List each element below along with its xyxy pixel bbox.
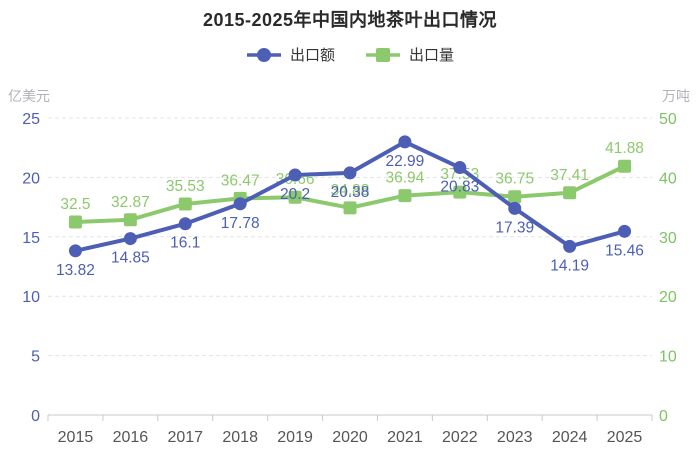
x-axis-label: 2018 <box>222 429 258 446</box>
legend-line-circle-icon <box>246 47 281 62</box>
chart-title: 2015-2025年中国内地茶叶出口情况 <box>202 10 498 30</box>
export-value-point[interactable] <box>123 232 137 246</box>
export-value-point[interactable] <box>68 244 82 258</box>
y-axis-left-tick: 0 <box>31 408 40 425</box>
legend-item-export-value[interactable]: 出口额 <box>246 44 335 65</box>
export-volume-point[interactable] <box>288 190 302 204</box>
export-value-point[interactable] <box>343 166 357 180</box>
export-volume-point[interactable] <box>178 197 192 211</box>
y-axis-right-tick: 20 <box>659 289 677 306</box>
export-volume-point[interactable] <box>398 189 412 203</box>
y-axis-left-tick: 5 <box>31 349 40 366</box>
data-label: 14.19 <box>550 257 589 274</box>
export-volume-point[interactable] <box>618 159 632 173</box>
export-value-point[interactable] <box>508 201 522 215</box>
x-axis-label: 2021 <box>387 429 423 446</box>
legend-label-export-value: 出口额 <box>289 47 335 64</box>
legend-line-square-icon <box>366 47 400 62</box>
data-label: 20.2 <box>280 186 310 203</box>
x-axis-label: 2023 <box>497 429 533 446</box>
data-label: 32.5 <box>60 196 90 213</box>
export-volume-point[interactable] <box>563 186 577 200</box>
x-axis-label: 2020 <box>332 429 368 446</box>
data-label: 37.53 <box>440 166 479 183</box>
x-axis-label: 2017 <box>167 429 203 446</box>
data-label: 36.94 <box>386 170 425 187</box>
data-label: 14.85 <box>111 250 150 267</box>
data-label: 36.47 <box>221 172 260 189</box>
y-axis-right-tick: 10 <box>659 349 677 366</box>
export-value-point[interactable] <box>618 224 632 238</box>
y-axis-left-name: 亿美元 <box>8 88 50 104</box>
x-axis-label: 2024 <box>552 429 588 446</box>
y-axis-right-tick: 0 <box>659 408 668 425</box>
data-label: 20.83 <box>440 179 479 196</box>
data-label: 17.39 <box>495 219 534 236</box>
export-value-point[interactable] <box>398 135 412 149</box>
data-label: 22.99 <box>386 153 425 170</box>
y-axis-right-name: 万吨 <box>662 88 690 104</box>
data-label: 35.53 <box>166 178 205 195</box>
export-value-point[interactable] <box>233 197 247 211</box>
x-axis-label: 2016 <box>113 429 149 446</box>
y-axis-left-tick: 25 <box>22 111 40 128</box>
x-axis-label: 2019 <box>277 429 313 446</box>
data-label: 32.87 <box>111 194 150 211</box>
x-axis-label: 2022 <box>442 429 478 446</box>
data-label: 16.1 <box>170 235 200 252</box>
export-volume-point[interactable] <box>343 201 357 215</box>
y-axis-right-tick: 30 <box>659 230 677 247</box>
export-volume-point[interactable] <box>68 215 82 229</box>
export-value-point[interactable] <box>288 168 302 182</box>
export-volume-point[interactable] <box>453 185 467 199</box>
export-volume-point[interactable] <box>123 213 137 227</box>
y-axis-right-tick: 40 <box>659 170 677 187</box>
export-value-point[interactable] <box>178 217 192 231</box>
x-axis-label: 2015 <box>58 429 94 446</box>
y-axis-left-tick: 15 <box>22 230 40 247</box>
legend-label-export-volume: 出口量 <box>409 47 455 64</box>
export-value-point[interactable] <box>453 161 467 175</box>
data-label: 41.88 <box>605 140 644 157</box>
data-label: 36.75 <box>495 171 534 188</box>
y-axis-left-tick: 20 <box>22 170 40 187</box>
data-label: 20.38 <box>331 184 370 201</box>
legend-item-export-volume[interactable]: 出口量 <box>365 44 454 65</box>
data-label: 13.82 <box>56 262 95 279</box>
data-label: 37.41 <box>550 167 589 184</box>
data-label: 15.46 <box>605 242 644 259</box>
legend: 出口额 出口量 <box>0 44 700 65</box>
export-volume-point[interactable] <box>508 190 522 204</box>
y-axis-left-tick: 10 <box>22 289 40 306</box>
data-label: 17.78 <box>221 215 260 232</box>
data-label: 34.88 <box>331 182 370 199</box>
x-axis-label: 2025 <box>607 429 643 446</box>
y-axis-right-tick: 50 <box>659 111 677 128</box>
export-value-point[interactable] <box>563 239 577 253</box>
